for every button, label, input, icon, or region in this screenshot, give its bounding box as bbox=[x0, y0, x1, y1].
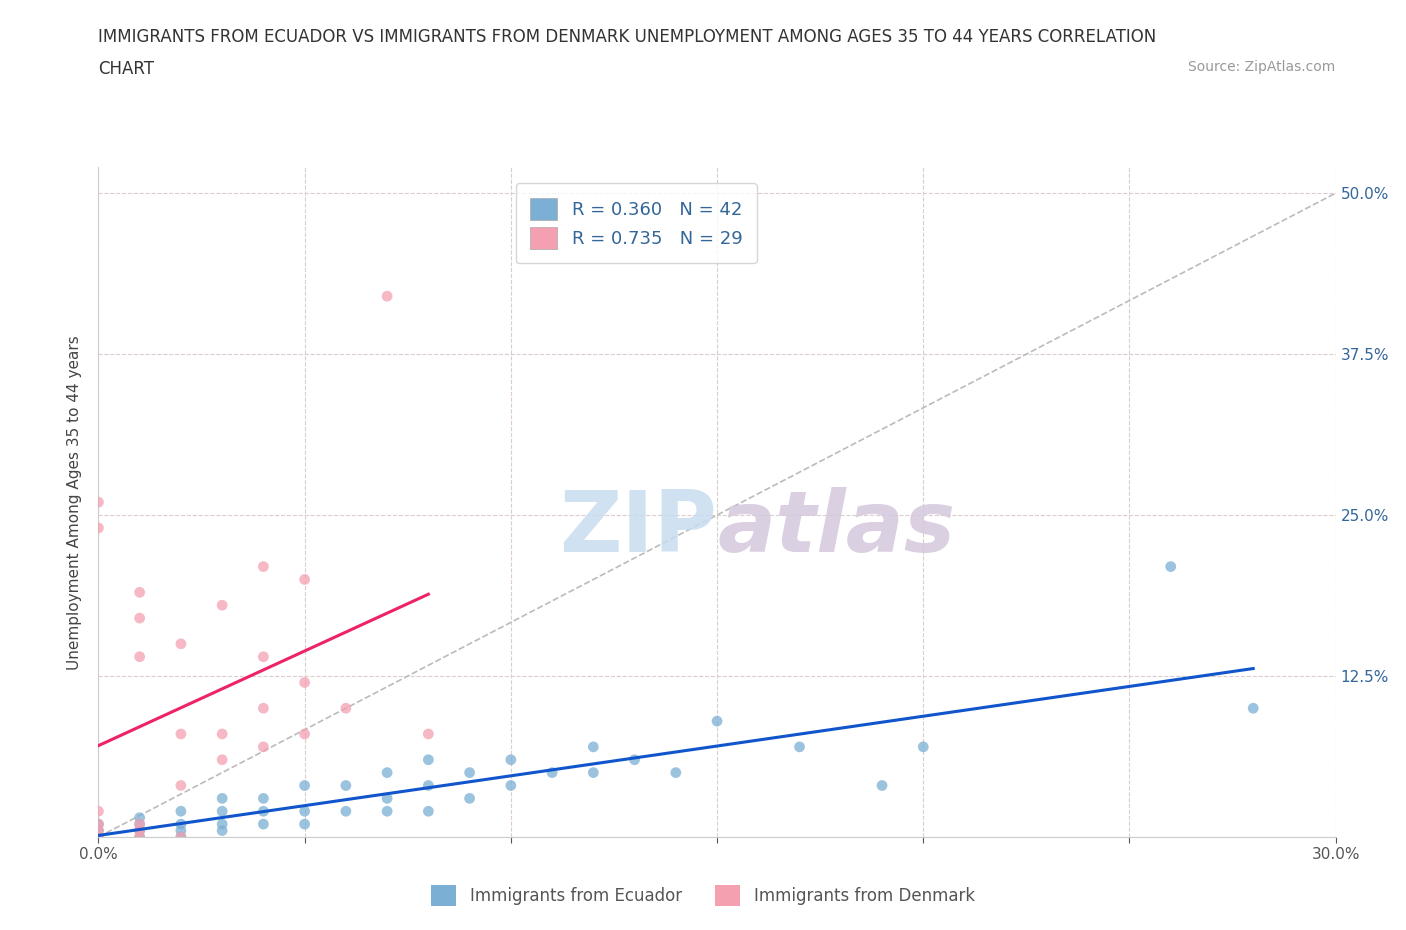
Point bbox=[128, 649, 150, 664]
Point bbox=[418, 752, 440, 767]
Point bbox=[170, 778, 193, 793]
Point bbox=[1160, 559, 1182, 574]
Point bbox=[418, 778, 440, 793]
Point bbox=[128, 830, 150, 844]
Point bbox=[87, 804, 110, 818]
Point bbox=[706, 713, 728, 728]
Point bbox=[170, 636, 193, 651]
Point bbox=[211, 804, 233, 818]
Text: CHART: CHART bbox=[98, 60, 155, 78]
Point bbox=[170, 830, 193, 844]
Point bbox=[418, 726, 440, 741]
Point bbox=[211, 726, 233, 741]
Point bbox=[87, 823, 110, 838]
Point bbox=[252, 559, 274, 574]
Point bbox=[375, 804, 398, 818]
Point bbox=[170, 823, 193, 838]
Point bbox=[128, 823, 150, 838]
Point bbox=[582, 765, 605, 780]
Point bbox=[541, 765, 564, 780]
Point bbox=[789, 739, 811, 754]
Point bbox=[375, 790, 398, 805]
Point bbox=[87, 521, 110, 536]
Point bbox=[252, 817, 274, 831]
Point bbox=[87, 830, 110, 844]
Point bbox=[582, 739, 605, 754]
Point bbox=[87, 817, 110, 831]
Point bbox=[499, 752, 522, 767]
Point bbox=[128, 611, 150, 626]
Point bbox=[170, 804, 193, 818]
Point bbox=[128, 817, 150, 831]
Text: atlas: atlas bbox=[717, 487, 955, 570]
Point bbox=[252, 790, 274, 805]
Point bbox=[128, 823, 150, 838]
Point bbox=[128, 585, 150, 600]
Legend: Immigrants from Ecuador, Immigrants from Denmark: Immigrants from Ecuador, Immigrants from… bbox=[425, 879, 981, 912]
Point bbox=[87, 823, 110, 838]
Point bbox=[211, 823, 233, 838]
Point bbox=[252, 701, 274, 716]
Point bbox=[211, 817, 233, 831]
Text: Source: ZipAtlas.com: Source: ZipAtlas.com bbox=[1188, 60, 1336, 74]
Point bbox=[870, 778, 893, 793]
Point bbox=[128, 810, 150, 825]
Point bbox=[458, 765, 481, 780]
Point bbox=[170, 830, 193, 844]
Point bbox=[335, 701, 357, 716]
Point bbox=[87, 817, 110, 831]
Point bbox=[1241, 701, 1264, 716]
Point bbox=[375, 765, 398, 780]
Point bbox=[87, 830, 110, 844]
Point bbox=[335, 804, 357, 818]
Point bbox=[170, 817, 193, 831]
Point bbox=[294, 817, 316, 831]
Point bbox=[294, 572, 316, 587]
Point bbox=[252, 739, 274, 754]
Legend: R = 0.360   N = 42, R = 0.735   N = 29: R = 0.360 N = 42, R = 0.735 N = 29 bbox=[516, 183, 756, 263]
Point bbox=[499, 778, 522, 793]
Point bbox=[211, 790, 233, 805]
Text: ZIP: ZIP bbox=[560, 487, 717, 570]
Point bbox=[623, 752, 645, 767]
Point bbox=[294, 675, 316, 690]
Point bbox=[128, 830, 150, 844]
Point bbox=[418, 804, 440, 818]
Point bbox=[294, 726, 316, 741]
Point bbox=[87, 495, 110, 510]
Point bbox=[458, 790, 481, 805]
Point bbox=[252, 804, 274, 818]
Point bbox=[335, 778, 357, 793]
Point bbox=[211, 752, 233, 767]
Point bbox=[294, 804, 316, 818]
Point bbox=[128, 817, 150, 831]
Point bbox=[294, 778, 316, 793]
Point bbox=[375, 288, 398, 303]
Text: IMMIGRANTS FROM ECUADOR VS IMMIGRANTS FROM DENMARK UNEMPLOYMENT AMONG AGES 35 TO: IMMIGRANTS FROM ECUADOR VS IMMIGRANTS FR… bbox=[98, 28, 1157, 46]
Point bbox=[912, 739, 935, 754]
Point bbox=[211, 598, 233, 613]
Y-axis label: Unemployment Among Ages 35 to 44 years: Unemployment Among Ages 35 to 44 years bbox=[67, 335, 83, 670]
Point bbox=[170, 726, 193, 741]
Point bbox=[252, 649, 274, 664]
Point bbox=[665, 765, 688, 780]
